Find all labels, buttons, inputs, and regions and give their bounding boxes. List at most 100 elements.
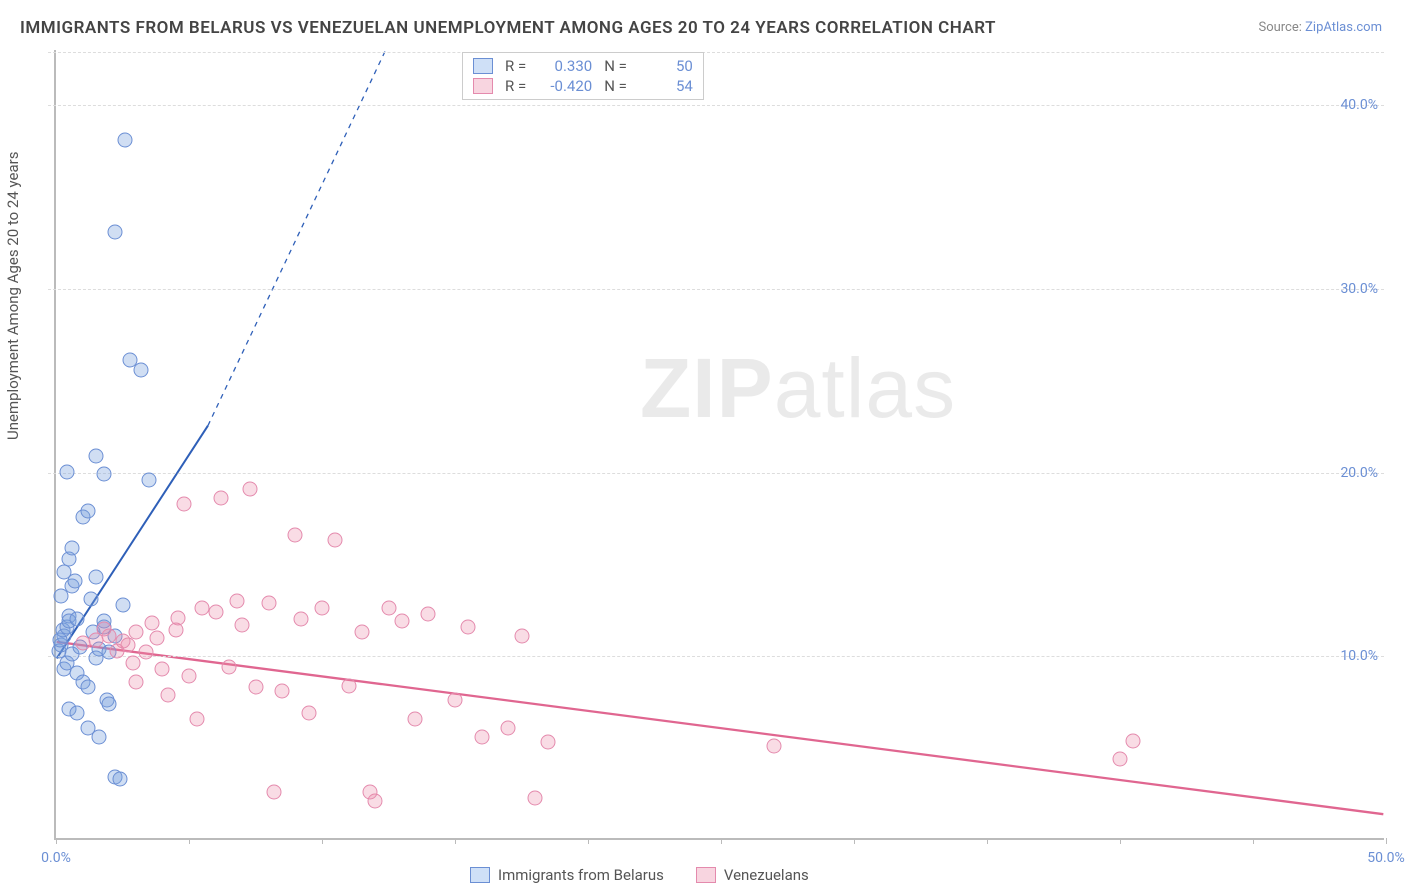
legend-label-venezuelans: Venezuelans <box>724 866 809 884</box>
y-tick-label: 40.0% <box>1340 97 1378 113</box>
data-point-venezuelans <box>354 625 369 640</box>
data-point-venezuelans <box>362 785 377 800</box>
data-point-belarus <box>91 729 106 744</box>
data-point-venezuelans <box>341 678 356 693</box>
data-point-venezuelans <box>408 711 423 726</box>
x-tick-label: 50.0% <box>1367 850 1405 866</box>
data-point-venezuelans <box>267 785 282 800</box>
data-point-belarus <box>54 588 69 603</box>
swatch-belarus <box>473 58 493 74</box>
data-point-venezuelans <box>293 612 308 627</box>
data-point-venezuelans <box>189 711 204 726</box>
source-link[interactable]: ZipAtlas.com <box>1305 20 1382 35</box>
data-point-belarus <box>142 472 157 487</box>
data-point-venezuelans <box>235 617 250 632</box>
data-point-venezuelans <box>160 687 175 702</box>
data-point-belarus <box>88 448 103 463</box>
data-point-venezuelans <box>221 660 236 675</box>
x-tick-mark <box>854 838 855 844</box>
data-point-belarus <box>118 132 133 147</box>
legend-row-venezuelans: R = -0.420 N = 54 <box>473 77 693 95</box>
scatter-plot-area: 10.0%20.0%30.0%40.0%0.0%50.0% <box>54 50 1384 840</box>
data-point-venezuelans <box>461 619 476 634</box>
data-point-belarus <box>115 597 130 612</box>
data-point-belarus <box>64 540 79 555</box>
legend-item-belarus: Immigrants from Belarus <box>470 866 664 884</box>
trend-line <box>57 642 1384 814</box>
data-point-venezuelans <box>208 605 223 620</box>
data-point-venezuelans <box>144 616 159 631</box>
correlation-legend: R = 0.330 N = 50 R = -0.420 N = 54 <box>462 52 704 100</box>
data-point-venezuelans <box>421 606 436 621</box>
x-tick-mark <box>721 838 722 844</box>
data-point-venezuelans <box>501 720 516 735</box>
gridline-h <box>48 656 1384 657</box>
data-point-venezuelans <box>301 706 316 721</box>
data-point-venezuelans <box>182 669 197 684</box>
r-label: R = <box>505 57 526 75</box>
data-point-belarus <box>102 696 117 711</box>
trend-line <box>208 50 386 426</box>
data-point-belarus <box>107 224 122 239</box>
data-point-belarus <box>80 680 95 695</box>
data-point-belarus <box>88 570 103 585</box>
x-tick-mark <box>987 838 988 844</box>
y-tick-label: 10.0% <box>1340 648 1378 664</box>
data-point-venezuelans <box>1126 733 1141 748</box>
data-point-belarus <box>70 706 85 721</box>
data-point-venezuelans <box>243 481 258 496</box>
x-tick-mark <box>588 838 589 844</box>
y-axis-label: Unemployment Among Ages 20 to 24 years <box>4 152 22 440</box>
swatch-venezuelans <box>696 867 716 883</box>
swatch-belarus <box>470 867 490 883</box>
x-tick-mark <box>56 838 57 844</box>
chart-title: IMMIGRANTS FROM BELARUS VS VENEZUELAN UN… <box>20 18 996 38</box>
data-point-belarus <box>70 612 85 627</box>
data-point-venezuelans <box>474 729 489 744</box>
data-point-venezuelans <box>275 684 290 699</box>
x-tick-mark <box>1386 838 1387 844</box>
gridline-h <box>48 52 1384 53</box>
data-point-venezuelans <box>176 496 191 511</box>
data-point-venezuelans <box>139 645 154 660</box>
data-point-venezuelans <box>128 625 143 640</box>
data-point-venezuelans <box>155 661 170 676</box>
n-label: N = <box>604 77 627 95</box>
data-point-venezuelans <box>213 491 228 506</box>
x-tick-mark <box>1253 838 1254 844</box>
r-label: R = <box>505 77 526 95</box>
data-point-venezuelans <box>394 614 409 629</box>
swatch-venezuelans <box>473 78 493 94</box>
x-tick-label: 0.0% <box>41 850 71 866</box>
x-tick-mark <box>1120 838 1121 844</box>
legend-row-belarus: R = 0.330 N = 50 <box>473 57 693 75</box>
data-point-venezuelans <box>115 634 130 649</box>
data-point-venezuelans <box>527 790 542 805</box>
source-prefix: Source: <box>1258 20 1305 35</box>
x-tick-mark <box>322 838 323 844</box>
r-value-venezuelans: -0.420 <box>538 77 592 95</box>
n-label: N = <box>604 57 627 75</box>
series-legend: Immigrants from Belarus Venezuelans <box>470 866 809 884</box>
data-point-belarus <box>96 467 111 482</box>
data-point-venezuelans <box>168 623 183 638</box>
data-point-venezuelans <box>328 533 343 548</box>
data-point-venezuelans <box>767 739 782 754</box>
data-point-venezuelans <box>261 595 276 610</box>
data-point-venezuelans <box>514 628 529 643</box>
data-point-belarus <box>80 503 95 518</box>
source-attribution: Source: ZipAtlas.com <box>1258 20 1382 35</box>
gridline-h <box>48 473 1384 474</box>
y-tick-label: 30.0% <box>1340 281 1378 297</box>
legend-item-venezuelans: Venezuelans <box>696 866 809 884</box>
y-tick-label: 20.0% <box>1340 465 1378 481</box>
x-tick-mark <box>455 838 456 844</box>
data-point-venezuelans <box>171 610 186 625</box>
x-tick-mark <box>189 838 190 844</box>
data-point-belarus <box>134 362 149 377</box>
n-value-belarus: 50 <box>639 57 693 75</box>
data-point-venezuelans <box>381 601 396 616</box>
data-point-venezuelans <box>128 674 143 689</box>
data-point-venezuelans <box>288 527 303 542</box>
n-value-venezuelans: 54 <box>639 77 693 95</box>
